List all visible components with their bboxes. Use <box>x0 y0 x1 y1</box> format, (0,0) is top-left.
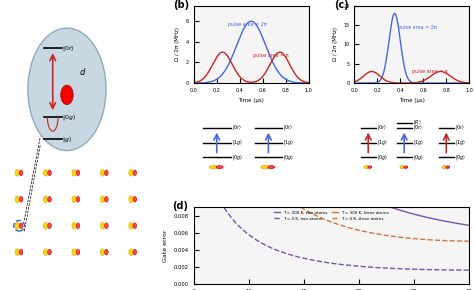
Circle shape <box>368 166 372 168</box>
Text: $|0r\rangle$: $|0r\rangle$ <box>232 123 242 132</box>
Y-axis label: Gate error: Gate error <box>163 229 168 262</box>
Text: pulse area = π: pulse area = π <box>254 53 289 58</box>
Circle shape <box>48 170 51 176</box>
Y-axis label: Ω / 2π (MHz): Ω / 2π (MHz) <box>333 28 338 61</box>
Text: $|1g\rangle$: $|1g\rangle$ <box>232 138 243 147</box>
Circle shape <box>105 197 108 202</box>
Text: $|0g\rangle$: $|0g\rangle$ <box>232 153 243 162</box>
Circle shape <box>28 28 106 151</box>
Circle shape <box>72 169 76 176</box>
Text: $|1g\rangle$: $|1g\rangle$ <box>283 138 295 147</box>
Circle shape <box>100 169 105 176</box>
Circle shape <box>72 196 76 203</box>
Circle shape <box>216 166 223 168</box>
Circle shape <box>105 170 108 176</box>
Circle shape <box>364 166 369 168</box>
Text: $|0g\rangle$: $|0g\rangle$ <box>63 112 76 122</box>
Circle shape <box>261 165 269 169</box>
Text: $|0r\rangle$: $|0r\rangle$ <box>413 123 423 132</box>
Circle shape <box>61 85 73 105</box>
Circle shape <box>19 197 23 202</box>
Text: $|0r\rangle$: $|0r\rangle$ <box>63 43 75 52</box>
Text: $|1g\rangle$: $|1g\rangle$ <box>413 138 424 147</box>
Circle shape <box>100 249 105 255</box>
Circle shape <box>129 196 133 203</box>
Text: pulse area = 2π: pulse area = 2π <box>228 22 267 27</box>
Circle shape <box>76 197 80 202</box>
Text: $|0g\rangle$: $|0g\rangle$ <box>283 153 295 162</box>
Circle shape <box>105 223 108 229</box>
Circle shape <box>404 166 408 168</box>
Circle shape <box>129 249 133 255</box>
Circle shape <box>15 196 19 203</box>
Circle shape <box>76 223 80 229</box>
Circle shape <box>44 196 48 203</box>
Legend: T = 300 K, two atoms, T = 0 K, two atoms, T = 300 K, three atoms, T = 0 K, three: T = 300 K, two atoms, T = 0 K, two atoms… <box>272 209 391 222</box>
Circle shape <box>15 222 19 229</box>
Text: $|g\rangle$: $|g\rangle$ <box>63 135 73 144</box>
Text: $|1g\rangle$: $|1g\rangle$ <box>377 138 388 147</box>
Text: $|0g\rangle$: $|0g\rangle$ <box>455 153 466 162</box>
Text: pulse area = 2π: pulse area = 2π <box>398 25 437 30</box>
X-axis label: Time (μs): Time (μs) <box>238 99 264 104</box>
Text: $|1g\rangle$: $|1g\rangle$ <box>455 138 466 147</box>
Circle shape <box>44 249 48 255</box>
Text: pulse area = π: pulse area = π <box>412 69 447 75</box>
Circle shape <box>133 249 137 255</box>
Circle shape <box>133 223 137 229</box>
Circle shape <box>76 170 80 176</box>
Circle shape <box>210 165 217 169</box>
Circle shape <box>15 249 19 255</box>
Circle shape <box>76 249 80 255</box>
Circle shape <box>48 249 51 255</box>
Text: $|0r\rangle$: $|0r\rangle$ <box>455 123 465 132</box>
Text: (c): (c) <box>334 0 348 10</box>
Circle shape <box>72 249 76 255</box>
Text: (d): (d) <box>172 201 188 211</box>
Circle shape <box>72 222 76 229</box>
Circle shape <box>129 222 133 229</box>
Circle shape <box>442 166 447 168</box>
Circle shape <box>44 222 48 229</box>
Circle shape <box>44 169 48 176</box>
Circle shape <box>48 197 51 202</box>
Text: $|0g\rangle$: $|0g\rangle$ <box>377 153 388 162</box>
Text: $|0r\rangle$: $|0r\rangle$ <box>377 123 387 132</box>
Circle shape <box>19 223 23 229</box>
Circle shape <box>133 197 137 202</box>
Text: $|R\rangle$: $|R\rangle$ <box>413 118 421 127</box>
Circle shape <box>446 166 450 168</box>
Circle shape <box>129 169 133 176</box>
Circle shape <box>105 249 108 255</box>
Circle shape <box>100 222 105 229</box>
Circle shape <box>400 166 405 168</box>
Text: $|0r\rangle$: $|0r\rangle$ <box>283 123 293 132</box>
X-axis label: Time (μs): Time (μs) <box>399 99 425 104</box>
Text: (b): (b) <box>173 0 189 10</box>
Circle shape <box>133 170 137 176</box>
Circle shape <box>48 223 51 229</box>
Circle shape <box>15 169 19 176</box>
Text: $|0g\rangle$: $|0g\rangle$ <box>413 153 424 162</box>
Text: d: d <box>79 68 85 77</box>
Circle shape <box>19 170 23 176</box>
Circle shape <box>268 166 275 168</box>
Circle shape <box>19 249 23 255</box>
Circle shape <box>100 196 105 203</box>
Y-axis label: Ω / 2π (MHz): Ω / 2π (MHz) <box>175 28 180 61</box>
